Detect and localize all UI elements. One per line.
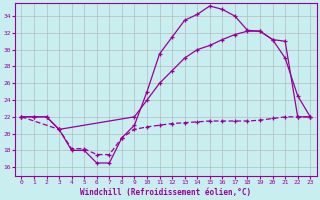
X-axis label: Windchill (Refroidissement éolien,°C): Windchill (Refroidissement éolien,°C): [80, 188, 252, 197]
